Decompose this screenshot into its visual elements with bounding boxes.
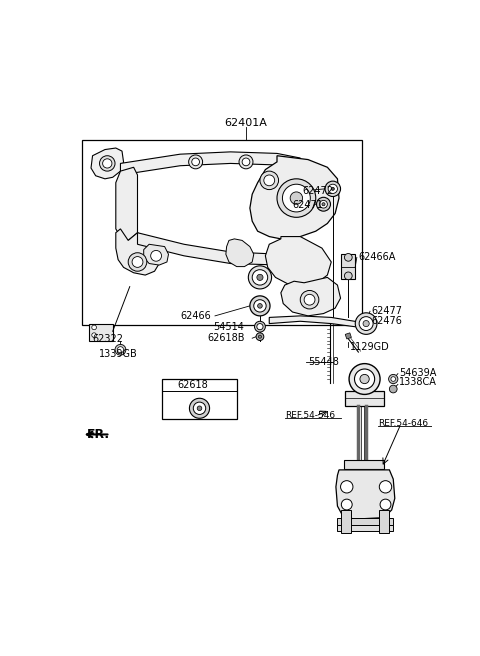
Circle shape <box>316 197 330 211</box>
Circle shape <box>252 270 268 285</box>
Text: 1338CA: 1338CA <box>399 377 437 387</box>
Circle shape <box>151 251 162 261</box>
Polygon shape <box>144 244 168 265</box>
Circle shape <box>254 321 265 332</box>
Polygon shape <box>91 148 123 179</box>
Circle shape <box>258 304 262 308</box>
Circle shape <box>349 363 380 394</box>
Circle shape <box>99 155 115 171</box>
Circle shape <box>256 333 264 340</box>
Polygon shape <box>250 155 339 239</box>
Polygon shape <box>120 152 300 175</box>
Circle shape <box>359 317 373 331</box>
Text: 62618B: 62618B <box>207 333 245 343</box>
Text: 1129GD: 1129GD <box>350 342 390 352</box>
Text: 62477: 62477 <box>372 306 403 316</box>
Bar <box>341 255 355 279</box>
Circle shape <box>260 171 278 190</box>
Polygon shape <box>137 233 300 268</box>
Circle shape <box>189 155 203 169</box>
Circle shape <box>92 325 96 330</box>
Circle shape <box>290 192 302 204</box>
Circle shape <box>331 188 335 190</box>
Circle shape <box>258 335 262 338</box>
Text: 62471: 62471 <box>292 200 324 210</box>
Bar <box>337 518 393 525</box>
Text: 55448: 55448 <box>308 357 339 367</box>
Text: 62476: 62476 <box>372 316 402 325</box>
Circle shape <box>345 272 352 279</box>
Polygon shape <box>269 316 370 327</box>
Polygon shape <box>281 277 340 316</box>
Circle shape <box>103 159 112 168</box>
Text: 54514: 54514 <box>214 321 244 332</box>
Circle shape <box>345 253 352 261</box>
Circle shape <box>190 398 210 419</box>
Bar <box>89 323 113 340</box>
Circle shape <box>197 406 202 411</box>
Text: 62618: 62618 <box>178 380 208 390</box>
Circle shape <box>192 158 200 166</box>
Circle shape <box>128 253 147 271</box>
Circle shape <box>389 385 397 393</box>
Bar <box>337 525 393 531</box>
Circle shape <box>391 377 396 381</box>
Bar <box>345 390 384 406</box>
Bar <box>341 510 350 533</box>
Circle shape <box>277 179 316 217</box>
Bar <box>162 379 237 419</box>
Bar <box>379 510 389 533</box>
Circle shape <box>239 155 253 169</box>
Text: 62472: 62472 <box>302 186 334 196</box>
Text: FR.: FR. <box>87 428 110 441</box>
Circle shape <box>282 184 311 212</box>
Text: 62466A: 62466A <box>359 253 396 262</box>
Polygon shape <box>265 237 331 287</box>
Text: 54639A: 54639A <box>399 368 437 378</box>
Circle shape <box>257 323 263 330</box>
Circle shape <box>363 321 369 327</box>
Circle shape <box>325 181 340 197</box>
Text: REF.54-546: REF.54-546 <box>285 411 335 420</box>
Circle shape <box>304 295 315 305</box>
Polygon shape <box>336 470 395 519</box>
Text: 1339GB: 1339GB <box>99 350 137 359</box>
Circle shape <box>355 313 377 335</box>
Text: 62401A: 62401A <box>225 118 267 129</box>
Text: 62322: 62322 <box>93 334 123 344</box>
Polygon shape <box>345 333 351 339</box>
Circle shape <box>115 344 126 355</box>
Circle shape <box>248 266 272 289</box>
Polygon shape <box>226 239 254 266</box>
Circle shape <box>117 346 123 353</box>
Circle shape <box>264 175 275 186</box>
Circle shape <box>360 375 369 384</box>
Text: 62466: 62466 <box>180 311 211 321</box>
Circle shape <box>300 291 319 309</box>
Polygon shape <box>116 229 159 275</box>
Text: REF.54-646: REF.54-646 <box>378 419 428 428</box>
Circle shape <box>322 203 325 206</box>
Circle shape <box>242 158 250 166</box>
Circle shape <box>380 499 391 510</box>
Circle shape <box>250 296 270 316</box>
Circle shape <box>389 375 398 384</box>
Circle shape <box>320 200 327 208</box>
Circle shape <box>328 184 337 194</box>
Circle shape <box>257 274 263 281</box>
Circle shape <box>132 256 143 268</box>
Circle shape <box>193 402 206 415</box>
Circle shape <box>379 481 392 493</box>
Bar <box>344 460 384 469</box>
Circle shape <box>92 333 96 337</box>
Circle shape <box>355 369 375 389</box>
Circle shape <box>254 300 266 312</box>
Polygon shape <box>116 167 137 240</box>
Circle shape <box>341 499 352 510</box>
Bar <box>82 140 362 325</box>
Circle shape <box>340 481 353 493</box>
